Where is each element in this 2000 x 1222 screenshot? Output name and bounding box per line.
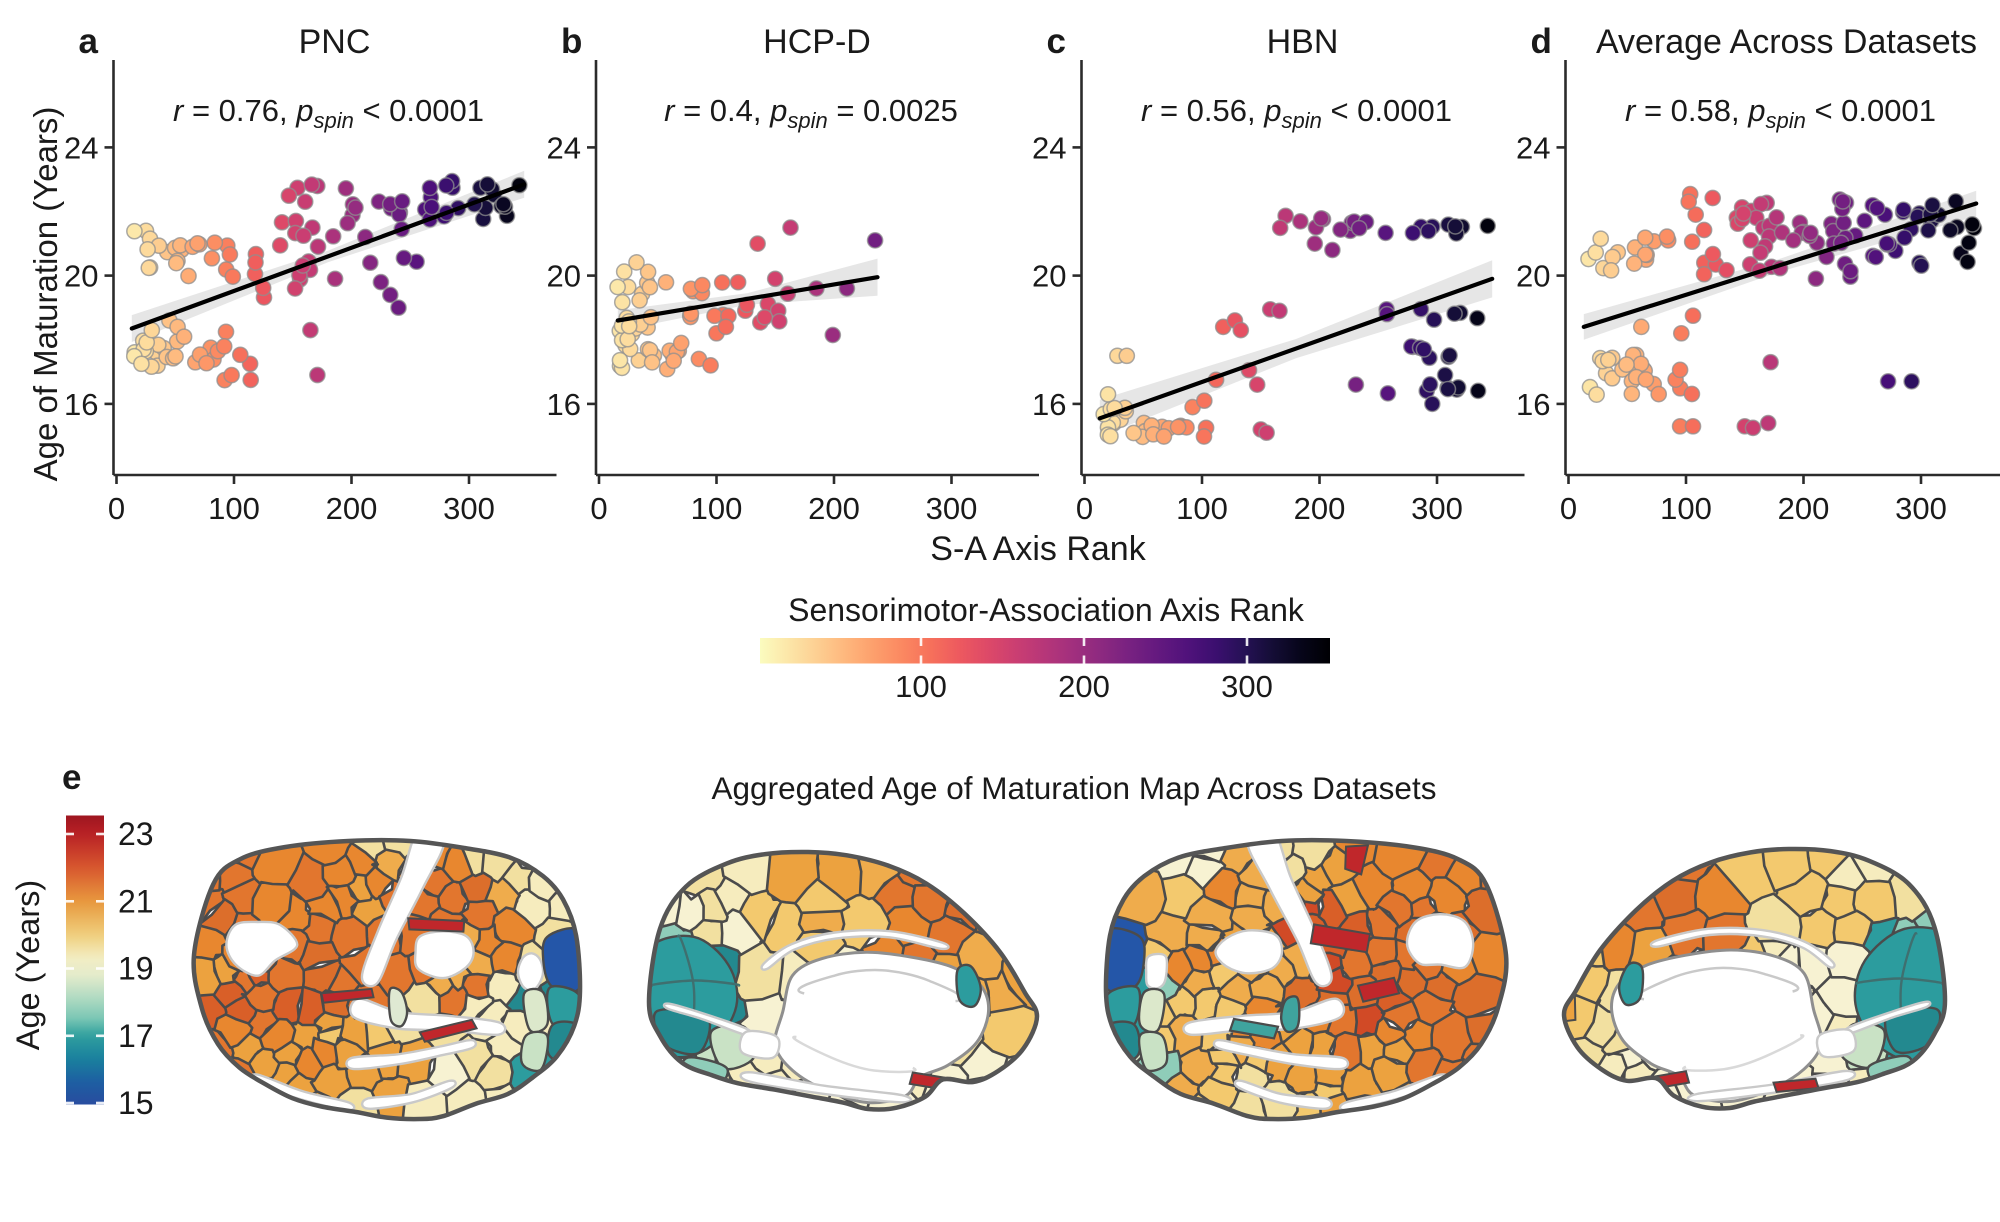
svg-text:300: 300	[443, 491, 495, 526]
svg-text:0: 0	[1076, 491, 1093, 526]
svg-text:e: e	[62, 758, 81, 797]
svg-text:PNC: PNC	[299, 23, 371, 61]
svg-text:300: 300	[926, 491, 978, 526]
svg-text:16: 16	[64, 387, 98, 422]
svg-text:Average Across Datasets: Average Across Datasets	[1596, 23, 1977, 61]
svg-text:S-A Axis Rank: S-A Axis Rank	[930, 530, 1146, 568]
svg-text:100: 100	[1660, 491, 1712, 526]
svg-text:0: 0	[108, 491, 125, 526]
svg-text:Age of Maturation (Years): Age of Maturation (Years)	[27, 107, 64, 482]
svg-text:r = 0.58, pspin < 0.0001: r = 0.58, pspin < 0.0001	[1625, 93, 1936, 133]
svg-text:Sensorimotor-Association Axis: Sensorimotor-Association Axis Rank	[788, 592, 1305, 628]
svg-text:b: b	[561, 22, 582, 61]
svg-text:200: 200	[326, 491, 378, 526]
svg-text:16: 16	[1032, 387, 1066, 422]
svg-text:23: 23	[118, 816, 154, 852]
svg-text:20: 20	[547, 259, 581, 294]
svg-text:Age (Years): Age (Years)	[10, 880, 46, 1050]
svg-text:100: 100	[895, 669, 947, 704]
svg-text:20: 20	[64, 259, 98, 294]
svg-text:100: 100	[208, 491, 260, 526]
svg-text:200: 200	[808, 491, 860, 526]
svg-text:20: 20	[1516, 259, 1550, 294]
svg-text:21: 21	[118, 883, 154, 919]
svg-text:300: 300	[1221, 669, 1273, 704]
svg-text:20: 20	[1032, 259, 1066, 294]
svg-text:HBN: HBN	[1267, 23, 1339, 61]
svg-text:24: 24	[1032, 130, 1066, 165]
svg-text:a: a	[79, 22, 99, 61]
svg-text:24: 24	[547, 130, 581, 165]
svg-text:24: 24	[64, 130, 98, 165]
svg-text:0: 0	[590, 491, 607, 526]
svg-text:Aggregated Age of Maturation M: Aggregated Age of Maturation Map Across …	[712, 770, 1437, 806]
svg-text:r = 0.56, pspin < 0.0001: r = 0.56, pspin < 0.0001	[1141, 93, 1452, 133]
svg-text:d: d	[1531, 22, 1552, 61]
svg-text:200: 200	[1058, 669, 1110, 704]
svg-text:100: 100	[1176, 491, 1228, 526]
svg-text:16: 16	[547, 387, 581, 422]
svg-text:r = 0.4, pspin = 0.0025: r = 0.4, pspin = 0.0025	[664, 93, 958, 133]
svg-text:200: 200	[1294, 491, 1346, 526]
svg-text:200: 200	[1778, 491, 1830, 526]
svg-text:19: 19	[118, 951, 154, 987]
svg-text:HCP-D: HCP-D	[763, 23, 871, 61]
svg-text:r = 0.76, pspin < 0.0001: r = 0.76, pspin < 0.0001	[173, 93, 484, 133]
svg-text:0: 0	[1560, 491, 1577, 526]
svg-text:300: 300	[1895, 491, 1947, 526]
svg-text:300: 300	[1411, 491, 1463, 526]
svg-text:17: 17	[118, 1018, 154, 1054]
svg-text:24: 24	[1516, 130, 1550, 165]
svg-text:15: 15	[118, 1085, 154, 1121]
svg-text:100: 100	[691, 491, 743, 526]
svg-text:16: 16	[1516, 387, 1550, 422]
svg-text:c: c	[1047, 22, 1066, 61]
